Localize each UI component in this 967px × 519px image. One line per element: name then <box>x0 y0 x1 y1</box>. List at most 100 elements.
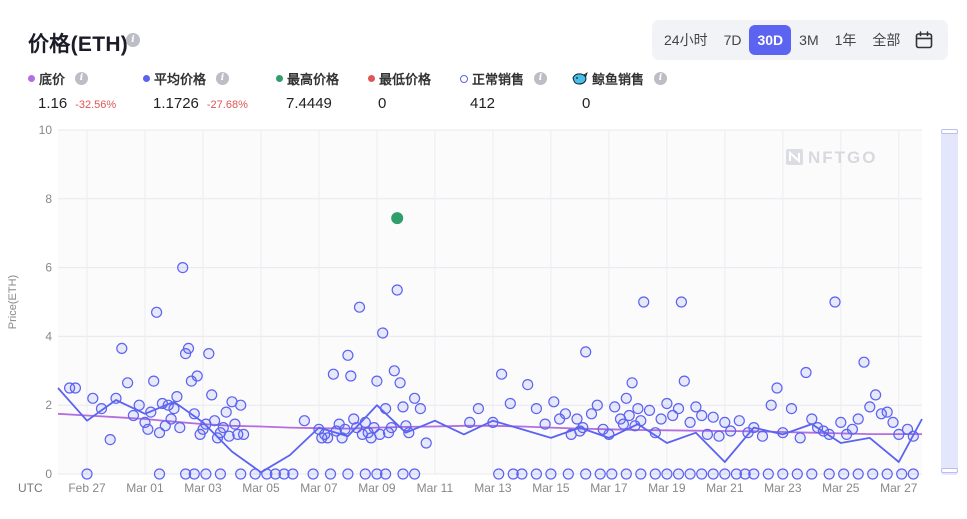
calendar-icon[interactable] <box>912 28 936 52</box>
sale-point[interactable] <box>391 284 403 296</box>
sale-point[interactable] <box>171 391 183 403</box>
sale-point[interactable] <box>353 301 366 313</box>
sale-point[interactable] <box>95 403 108 415</box>
sale-point[interactable] <box>846 423 859 435</box>
sale-point[interactable] <box>661 468 673 480</box>
sale-point[interactable] <box>771 382 783 394</box>
sale-point[interactable] <box>209 415 221 427</box>
sale-point[interactable] <box>620 392 632 404</box>
sale-point[interactable] <box>342 468 354 480</box>
sale-point[interactable] <box>168 403 180 415</box>
sale-point[interactable] <box>887 416 899 428</box>
sale-point[interactable] <box>893 428 905 440</box>
sale-point[interactable] <box>235 468 247 480</box>
sale-point[interactable] <box>620 468 632 480</box>
sale-point[interactable] <box>817 425 830 437</box>
sale-point[interactable] <box>852 468 864 480</box>
sale-point[interactable] <box>217 422 229 434</box>
sale-point[interactable] <box>606 468 618 480</box>
sale-point[interactable] <box>327 368 339 380</box>
sale-point[interactable] <box>559 408 572 420</box>
legend-avg[interactable]: 平均价格 i 1.1726 -27.68% <box>143 69 248 112</box>
sale-point[interactable] <box>724 425 737 437</box>
sale-point[interactable] <box>496 368 508 380</box>
sale-point[interactable] <box>148 375 160 387</box>
range-1y-button[interactable]: 1年 <box>834 32 857 48</box>
sale-point[interactable] <box>580 468 592 480</box>
sale-point[interactable] <box>649 427 661 439</box>
sale-point[interactable] <box>238 428 250 440</box>
sale-point[interactable] <box>409 392 421 404</box>
sale-point[interactable] <box>121 377 134 389</box>
range-3m-button[interactable]: 3M <box>799 32 819 48</box>
scrollbar-handle-top[interactable] <box>941 129 958 134</box>
legend-max[interactable]: 最高价格 7.4449 <box>276 69 339 112</box>
sale-point[interactable] <box>655 413 667 425</box>
sale-point[interactable] <box>142 423 154 435</box>
sale-point[interactable] <box>539 418 551 430</box>
info-icon[interactable]: i <box>75 72 89 85</box>
sale-point[interactable] <box>545 468 557 480</box>
sale-point[interactable] <box>261 468 273 480</box>
sale-point[interactable] <box>220 406 232 418</box>
sale-point[interactable] <box>675 296 688 308</box>
sale-point[interactable] <box>603 428 615 440</box>
sale-point[interactable] <box>153 468 166 480</box>
sale-point[interactable] <box>713 430 725 442</box>
sale-point[interactable] <box>235 399 247 411</box>
sale-point[interactable] <box>206 389 218 401</box>
info-icon[interactable]: i <box>534 72 548 85</box>
legend-min[interactable]: 最低价格 0 <box>368 69 431 112</box>
sale-point[interactable] <box>867 468 879 480</box>
sale-point[interactable] <box>374 428 386 440</box>
sale-point[interactable] <box>701 428 714 440</box>
sale-point[interactable] <box>162 399 174 411</box>
sale-point[interactable] <box>548 396 560 408</box>
sale-point[interactable] <box>907 430 919 442</box>
sale-point[interactable] <box>504 397 516 410</box>
sale-point[interactable] <box>420 437 432 449</box>
sale-point[interactable] <box>397 401 409 413</box>
sale-point[interactable] <box>684 416 696 428</box>
sale-point[interactable] <box>287 468 299 480</box>
max-price-point[interactable] <box>391 212 404 225</box>
sale-point[interactable] <box>298 415 310 427</box>
sale-point[interactable] <box>733 415 745 427</box>
sale-point[interactable] <box>696 409 708 422</box>
sale-point[interactable] <box>87 392 99 404</box>
sale-point[interactable] <box>800 366 812 379</box>
sale-point[interactable] <box>472 403 484 415</box>
sale-point[interactable] <box>835 416 847 428</box>
sale-point[interactable] <box>191 370 203 382</box>
sale-point[interactable] <box>324 468 337 480</box>
sale-point[interactable] <box>823 428 835 440</box>
info-icon[interactable]: i <box>126 33 140 47</box>
sale-point[interactable] <box>811 422 824 434</box>
sale-point[interactable] <box>791 468 803 480</box>
sale-point[interactable] <box>81 468 93 480</box>
sale-point[interactable] <box>678 375 690 387</box>
sale-point[interactable] <box>165 413 177 425</box>
sale-point[interactable] <box>322 432 334 444</box>
info-icon[interactable]: i <box>216 72 230 85</box>
sale-point[interactable] <box>380 403 392 415</box>
sale-point[interactable] <box>626 377 638 389</box>
sale-point[interactable] <box>635 468 647 480</box>
sale-point[interactable] <box>684 468 696 480</box>
sale-point[interactable] <box>188 408 200 420</box>
sale-point[interactable] <box>907 468 919 480</box>
sale-point[interactable] <box>507 468 519 480</box>
sale-point[interactable] <box>696 468 708 480</box>
sale-point[interactable] <box>594 468 606 480</box>
sale-point[interactable] <box>617 418 630 430</box>
sale-point[interactable] <box>307 468 319 480</box>
sale-point[interactable] <box>487 416 499 428</box>
sale-point[interactable] <box>672 468 685 480</box>
sale-point[interactable] <box>232 428 244 440</box>
sale-point[interactable] <box>197 423 209 435</box>
sale-point[interactable] <box>200 468 212 480</box>
sale-point[interactable] <box>388 365 400 377</box>
sale-point[interactable] <box>180 348 192 360</box>
info-icon[interactable]: i <box>654 72 668 85</box>
sale-point[interactable] <box>63 382 76 394</box>
